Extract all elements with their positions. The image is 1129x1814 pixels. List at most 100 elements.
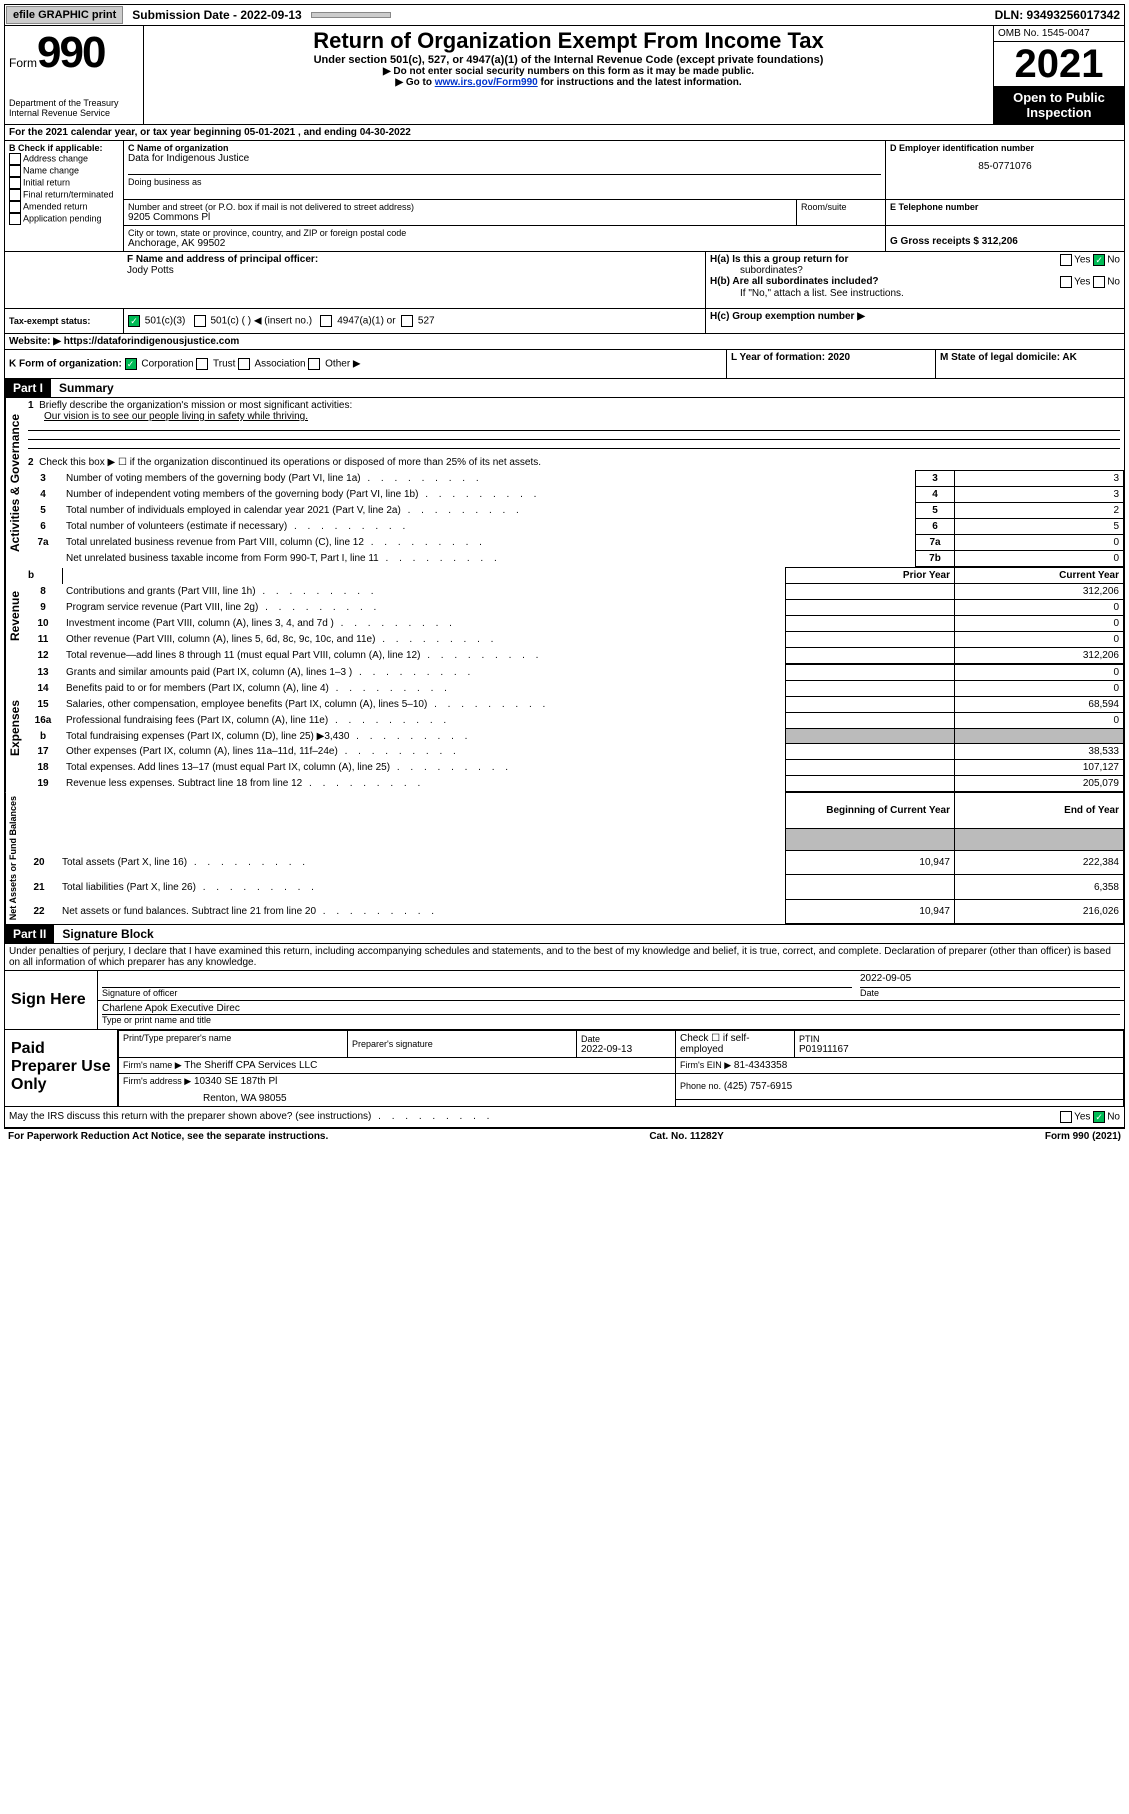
- cb-hb-no[interactable]: [1093, 276, 1105, 288]
- table-row: 12Total revenue—add lines 8 through 11 (…: [24, 648, 1124, 664]
- paid-preparer-block: Paid Preparer Use Only Print/Type prepar…: [4, 1030, 1125, 1107]
- blank-button[interactable]: [311, 12, 391, 18]
- perjury-declaration: Under penalties of perjury, I declare th…: [4, 944, 1125, 971]
- table-row: 18Total expenses. Add lines 13–17 (must …: [24, 760, 1124, 776]
- firm-ein: 81-4343358: [734, 1060, 787, 1071]
- table-row: 10Investment income (Part VIII, column (…: [24, 616, 1124, 632]
- efile-print-button[interactable]: efile GRAPHIC print: [6, 6, 123, 24]
- cb-initial-return[interactable]: [9, 177, 21, 189]
- prep-self-employed: Check ☐ if self-employed: [676, 1031, 795, 1058]
- sign-here-label: Sign Here: [5, 971, 97, 1029]
- cb-discuss-no[interactable]: [1093, 1111, 1105, 1123]
- hb-note: If "No," attach a list. See instructions…: [710, 288, 1120, 299]
- cb-discuss-yes[interactable]: [1060, 1111, 1072, 1123]
- part1-label: Part I: [5, 379, 51, 397]
- cb-501c3[interactable]: [128, 315, 140, 327]
- room-label: Room/suite: [796, 200, 885, 225]
- sig-date-label: Date: [860, 988, 1120, 998]
- i-label: Tax-exempt status:: [5, 309, 124, 333]
- cb-amended[interactable]: [9, 201, 21, 213]
- cb-ha-no[interactable]: [1093, 254, 1105, 266]
- form-title: Return of Organization Exempt From Incom…: [152, 28, 985, 54]
- hc-label: H(c) Group exemption number ▶: [710, 311, 865, 322]
- table-row: 20Total assets (Part X, line 16)10,94722…: [20, 850, 1124, 874]
- cb-501c[interactable]: [194, 315, 206, 327]
- irs-link[interactable]: www.irs.gov/Form990: [435, 77, 538, 88]
- omb-number: OMB No. 1545-0047: [994, 26, 1124, 42]
- ein-value: 85-0771076: [890, 161, 1120, 172]
- form-subtitle: Under section 501(c), 527, or 4947(a)(1)…: [152, 54, 985, 66]
- firm-phone-label: Phone no.: [680, 1081, 721, 1091]
- part1-header: Part I Summary: [4, 379, 1125, 398]
- ha-label: H(a) Is this a group return for: [710, 254, 848, 265]
- table-row: Net unrelated business taxable income fr…: [24, 551, 1124, 567]
- part1-title: Summary: [51, 381, 114, 395]
- phone-label: E Telephone number: [890, 202, 1120, 212]
- hb-label: H(b) Are all subordinates included?: [710, 276, 879, 287]
- submission-date: Submission Date - 2022-09-13: [124, 8, 309, 22]
- box-b: B Check if applicable: Address change Na…: [5, 141, 124, 251]
- page-footer: For Paperwork Reduction Act Notice, see …: [4, 1128, 1125, 1144]
- sign-here-block: Sign Here Signature of officer 2022-09-0…: [4, 971, 1125, 1030]
- cb-assoc[interactable]: [238, 358, 250, 370]
- eoy-hdr: End of Year: [955, 793, 1124, 829]
- year-formation: L Year of formation: 2020: [727, 350, 936, 378]
- dept-treasury: Department of the Treasury: [9, 98, 139, 108]
- vtext-revenue: Revenue: [5, 567, 24, 664]
- l1-text: Briefly describe the organization's miss…: [39, 400, 352, 411]
- table-row: 6Total number of volunteers (estimate if…: [24, 519, 1124, 535]
- name-title-label: Type or print name and title: [102, 1015, 1120, 1025]
- form-word: Form: [9, 56, 37, 70]
- prep-date: 2022-09-13: [581, 1044, 671, 1055]
- officer-label: F Name and address of principal officer:: [127, 254, 701, 265]
- expenses-section: Expenses 13Grants and similar amounts pa…: [4, 664, 1125, 792]
- cb-trust[interactable]: [196, 358, 208, 370]
- cb-corp[interactable]: [125, 358, 137, 370]
- table-row: 19Revenue less expenses. Subtract line 1…: [24, 776, 1124, 792]
- form-header: Form990 Department of the Treasury Inter…: [4, 26, 1125, 125]
- table-row: 16aProfessional fundraising fees (Part I…: [24, 713, 1124, 729]
- open-public-1: Open to Public: [998, 90, 1120, 105]
- governance-table: 3Number of voting members of the governi…: [24, 470, 1124, 567]
- goto-suffix: for instructions and the latest informat…: [538, 77, 742, 88]
- cb-4947[interactable]: [320, 315, 332, 327]
- table-row: 11Other revenue (Part VIII, column (A), …: [24, 632, 1124, 648]
- street-address: 9205 Commons Pl: [128, 212, 792, 223]
- governance-section: Activities & Governance 1 Briefly descri…: [4, 398, 1125, 567]
- vtext-expenses: Expenses: [5, 664, 24, 792]
- paid-preparer-label: Paid Preparer Use Only: [5, 1030, 117, 1106]
- cb-527[interactable]: [401, 315, 413, 327]
- prior-year-hdr: Prior Year: [786, 568, 955, 584]
- part2-header: Part II Signature Block: [4, 925, 1125, 944]
- cb-ha-yes[interactable]: [1060, 254, 1072, 266]
- revenue-section: Revenue b Prior Year Current Year 8Contr…: [4, 567, 1125, 664]
- officer-group-block: F Name and address of principal officer:…: [4, 252, 1125, 309]
- ssn-warning: ▶ Do not enter social security numbers o…: [152, 66, 985, 77]
- table-row: 3Number of voting members of the governi…: [24, 471, 1124, 487]
- cb-app-pending[interactable]: [9, 213, 21, 225]
- ein-label: D Employer identification number: [890, 143, 1120, 153]
- org-name: Data for Indigenous Justice: [128, 153, 881, 164]
- cb-other[interactable]: [308, 358, 320, 370]
- top-bar: efile GRAPHIC print Submission Date - 20…: [4, 4, 1125, 26]
- table-row: 22Net assets or fund balances. Subtract …: [20, 899, 1124, 923]
- org-form-block: K Form of organization: Corporation Trus…: [4, 350, 1125, 379]
- bcy-hdr: Beginning of Current Year: [786, 793, 955, 829]
- table-row: bTotal fundraising expenses (Part IX, co…: [24, 729, 1124, 744]
- org-name-label: C Name of organization: [128, 143, 881, 153]
- prep-date-label: Date: [581, 1034, 671, 1044]
- officer-name: Jody Potts: [127, 265, 701, 276]
- ha-sub: subordinates?: [710, 265, 1060, 276]
- footer-right: Form 990 (2021): [1045, 1131, 1121, 1142]
- tax-status-block: Tax-exempt status: 501(c)(3) 501(c) ( ) …: [4, 309, 1125, 334]
- cb-hb-yes[interactable]: [1060, 276, 1072, 288]
- table-row: 14Benefits paid to or for members (Part …: [24, 681, 1124, 697]
- current-year-hdr: Current Year: [955, 568, 1124, 584]
- table-row: 15Salaries, other compensation, employee…: [24, 697, 1124, 713]
- cb-final-return[interactable]: [9, 189, 21, 201]
- mission-text: Our vision is to see our people living i…: [44, 411, 1120, 422]
- cb-address-change[interactable]: [9, 153, 21, 165]
- part2-label: Part II: [5, 925, 54, 943]
- cb-name-change[interactable]: [9, 165, 21, 177]
- vtext-netassets: Net Assets or Fund Balances: [5, 792, 20, 924]
